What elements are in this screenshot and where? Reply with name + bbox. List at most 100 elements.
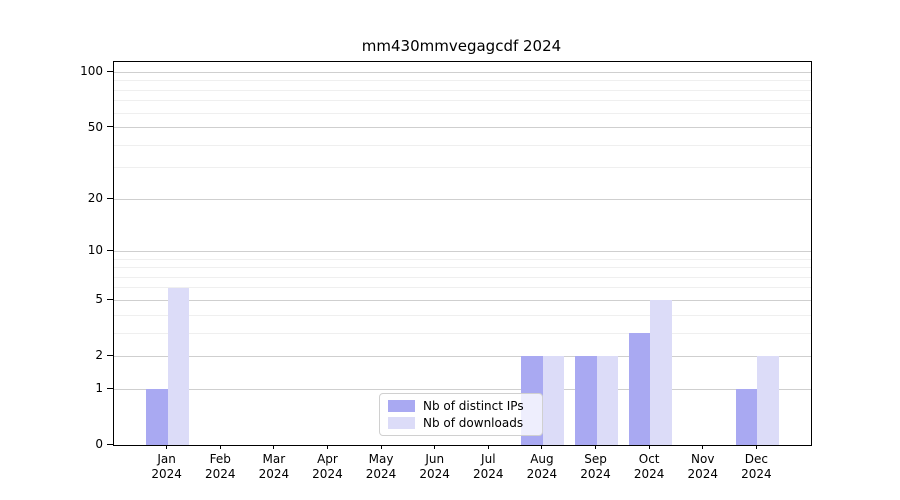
- x-tick-month: Sep: [584, 452, 607, 466]
- x-tick-label: Jul 2024: [448, 452, 528, 482]
- legend: Nb of distinct IPs Nb of downloads: [379, 393, 543, 436]
- y-tick: [107, 249, 113, 251]
- y-tick: [107, 387, 113, 389]
- x-tick-year: 2024: [687, 467, 719, 481]
- x-tick-month: Oct: [638, 452, 660, 466]
- y-tick: [107, 443, 113, 445]
- y-tick: [107, 70, 113, 72]
- y-tick-label: 10: [87, 243, 103, 258]
- bar-downloads-aug: [542, 356, 565, 445]
- x-tick-label: Apr 2024: [287, 452, 367, 482]
- bar-downloads-jan: [167, 287, 190, 445]
- legend-swatch-downloads: [388, 417, 415, 429]
- x-tick-year: 2024: [526, 467, 558, 481]
- x-tick-label: Sep 2024: [556, 452, 636, 482]
- x-tick: [166, 445, 168, 449]
- x-tick-month: Feb: [209, 452, 231, 466]
- bar-distinct-ips-oct: [628, 333, 651, 445]
- x-tick-year: 2024: [473, 467, 504, 481]
- bar-downloads-dec: [757, 356, 779, 445]
- bar-distinct-ips-jan: [146, 389, 168, 445]
- x-tick-label: Oct 2024: [609, 452, 689, 482]
- y-tick-label: 5: [95, 292, 103, 307]
- gridline-major: [114, 198, 811, 200]
- y-tick-label: 100: [80, 64, 103, 79]
- x-tick: [541, 445, 543, 449]
- x-tick-year: 2024: [365, 467, 397, 481]
- legend-label-distinct-ips: Nb of distinct IPs: [423, 399, 524, 413]
- x-tick-month: Aug: [530, 452, 554, 466]
- gridline-minor: [114, 258, 811, 260]
- bar-distinct-ips-dec: [735, 389, 758, 445]
- gridline-major: [114, 127, 811, 129]
- x-tick-month: Nov: [691, 452, 715, 466]
- y-tick: [107, 354, 113, 356]
- x-tick: [434, 445, 436, 449]
- bar-downloads-sep: [596, 356, 619, 445]
- y-tick-label: 2: [95, 348, 103, 363]
- gridline-minor: [114, 167, 811, 169]
- x-tick-label: Nov 2024: [663, 452, 743, 482]
- x-tick: [702, 445, 704, 449]
- gridline-major: [114, 299, 811, 301]
- gridline-minor: [114, 144, 811, 146]
- bar-downloads-oct: [650, 300, 672, 445]
- x-tick-label: May 2024: [341, 452, 421, 482]
- gridline-minor: [114, 332, 811, 334]
- x-tick-month: Apr: [317, 452, 338, 466]
- legend-swatch-distinct-ips: [388, 400, 415, 412]
- x-tick-label: Jan 2024: [127, 452, 207, 482]
- x-tick-month: May: [368, 452, 394, 466]
- gridline-minor: [114, 89, 811, 91]
- gridline-minor: [114, 276, 811, 278]
- x-tick-month: Jul: [481, 452, 496, 466]
- x-tick: [755, 445, 757, 449]
- legend-label-downloads: Nb of downloads: [423, 416, 524, 430]
- x-tick-month: Jan: [157, 452, 176, 466]
- x-tick-month: Dec: [744, 452, 768, 466]
- x-tick-label: Mar 2024: [234, 452, 314, 482]
- y-tick-label: 20: [87, 191, 103, 206]
- x-tick-label: Aug 2024: [502, 452, 582, 482]
- x-tick: [648, 445, 650, 449]
- y-tick-label: 0: [95, 437, 103, 451]
- gridline-minor: [114, 100, 811, 102]
- gridline-major: [114, 71, 811, 73]
- x-tick-year: 2024: [204, 467, 236, 481]
- gridline-minor: [114, 314, 811, 316]
- x-tick-label: Dec 2024: [716, 452, 796, 482]
- gridline-major: [114, 355, 811, 357]
- x-tick-year: 2024: [312, 467, 343, 481]
- x-tick-year: 2024: [741, 467, 772, 481]
- y-tick: [107, 126, 113, 128]
- x-tick: [595, 445, 597, 449]
- x-tick-label: Jun 2024: [395, 452, 475, 482]
- x-tick: [487, 445, 489, 449]
- y-tick: [107, 197, 113, 199]
- x-tick-year: 2024: [258, 467, 290, 481]
- x-tick: [380, 445, 382, 449]
- x-tick-year: 2024: [580, 467, 611, 481]
- y-tick-label: 50: [87, 119, 103, 134]
- gridline-minor: [114, 80, 811, 82]
- x-tick-label: Feb 2024: [180, 452, 260, 482]
- x-tick: [326, 445, 328, 449]
- x-tick: [219, 445, 221, 449]
- legend-item-downloads: Nb of downloads: [388, 416, 534, 430]
- bar-distinct-ips-sep: [575, 356, 597, 445]
- x-tick-month: Jun: [425, 452, 445, 466]
- y-tick-label: 1: [95, 381, 103, 396]
- gridline-minor: [114, 287, 811, 289]
- plot-area: [113, 61, 812, 446]
- gridline-minor: [114, 267, 811, 269]
- gridline-minor: [114, 112, 811, 114]
- legend-item-distinct-ips: Nb of distinct IPs: [388, 399, 534, 413]
- x-tick-year: 2024: [151, 467, 182, 481]
- x-tick-year: 2024: [419, 467, 450, 481]
- gridline-major: [114, 388, 811, 390]
- x-tick: [273, 445, 275, 449]
- gridline-major: [114, 250, 811, 252]
- x-tick-month: Mar: [262, 452, 286, 466]
- chart-title: mm430mmvegagcdf 2024: [361, 37, 562, 55]
